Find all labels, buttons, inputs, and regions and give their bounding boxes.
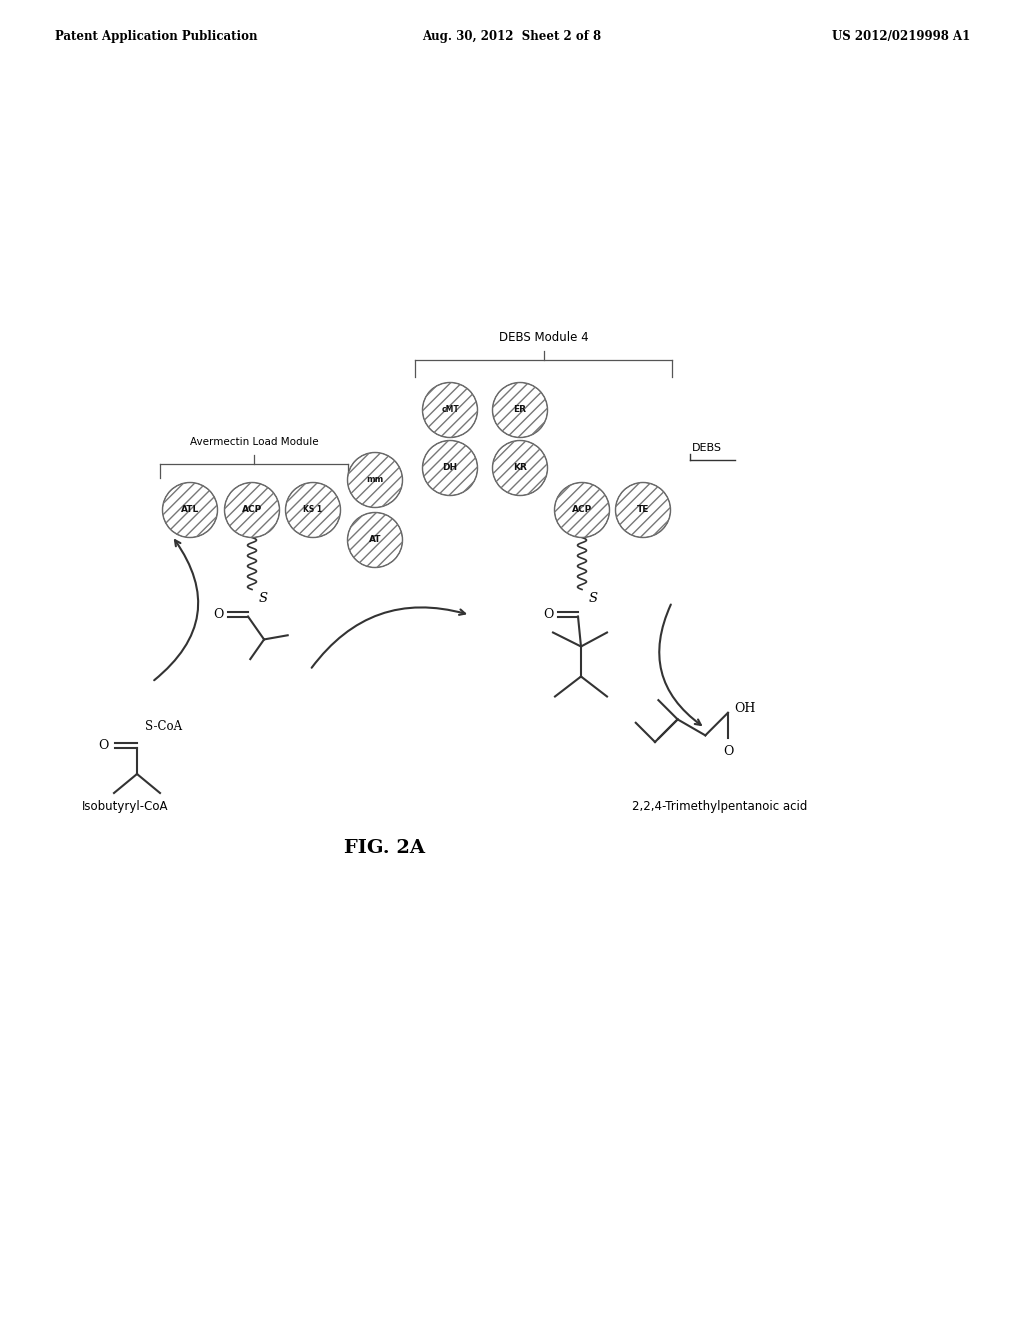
Text: ACP: ACP <box>571 506 592 515</box>
Text: DH: DH <box>442 463 458 473</box>
Circle shape <box>347 453 402 507</box>
Text: Aug. 30, 2012  Sheet 2 of 8: Aug. 30, 2012 Sheet 2 of 8 <box>423 30 601 44</box>
Text: O: O <box>213 607 223 620</box>
Text: O: O <box>98 739 109 752</box>
Text: ACP: ACP <box>242 506 262 515</box>
Circle shape <box>286 483 341 537</box>
Text: AT: AT <box>369 536 381 544</box>
Text: TE: TE <box>637 506 649 515</box>
Text: cMT: cMT <box>441 405 459 414</box>
Circle shape <box>555 483 609 537</box>
Text: S: S <box>259 591 268 605</box>
Text: DEBS: DEBS <box>692 444 722 453</box>
Circle shape <box>423 441 477 495</box>
Text: ER: ER <box>513 405 526 414</box>
Text: Patent Application Publication: Patent Application Publication <box>55 30 257 44</box>
Text: KS 1: KS 1 <box>303 506 323 515</box>
Circle shape <box>493 383 548 437</box>
Text: DEBS Module 4: DEBS Module 4 <box>499 331 589 345</box>
Circle shape <box>224 483 280 537</box>
Text: S: S <box>589 591 598 605</box>
Circle shape <box>615 483 671 537</box>
Text: O: O <box>723 744 733 758</box>
Text: S-CoA: S-CoA <box>145 719 182 733</box>
Text: 2,2,4-Trimethylpentanoic acid: 2,2,4-Trimethylpentanoic acid <box>632 800 808 813</box>
Text: KR: KR <box>513 463 527 473</box>
Circle shape <box>347 512 402 568</box>
Text: Isobutyryl-CoA: Isobutyryl-CoA <box>82 800 168 813</box>
Text: OH: OH <box>734 702 756 715</box>
Text: US 2012/0219998 A1: US 2012/0219998 A1 <box>831 30 970 44</box>
Text: O: O <box>543 607 553 620</box>
Circle shape <box>423 383 477 437</box>
Text: FIG. 2A: FIG. 2A <box>344 840 426 857</box>
Circle shape <box>493 441 548 495</box>
Text: mm: mm <box>367 475 384 484</box>
Text: ATL: ATL <box>181 506 199 515</box>
Text: Avermectin Load Module: Avermectin Load Module <box>189 437 318 447</box>
Circle shape <box>163 483 217 537</box>
